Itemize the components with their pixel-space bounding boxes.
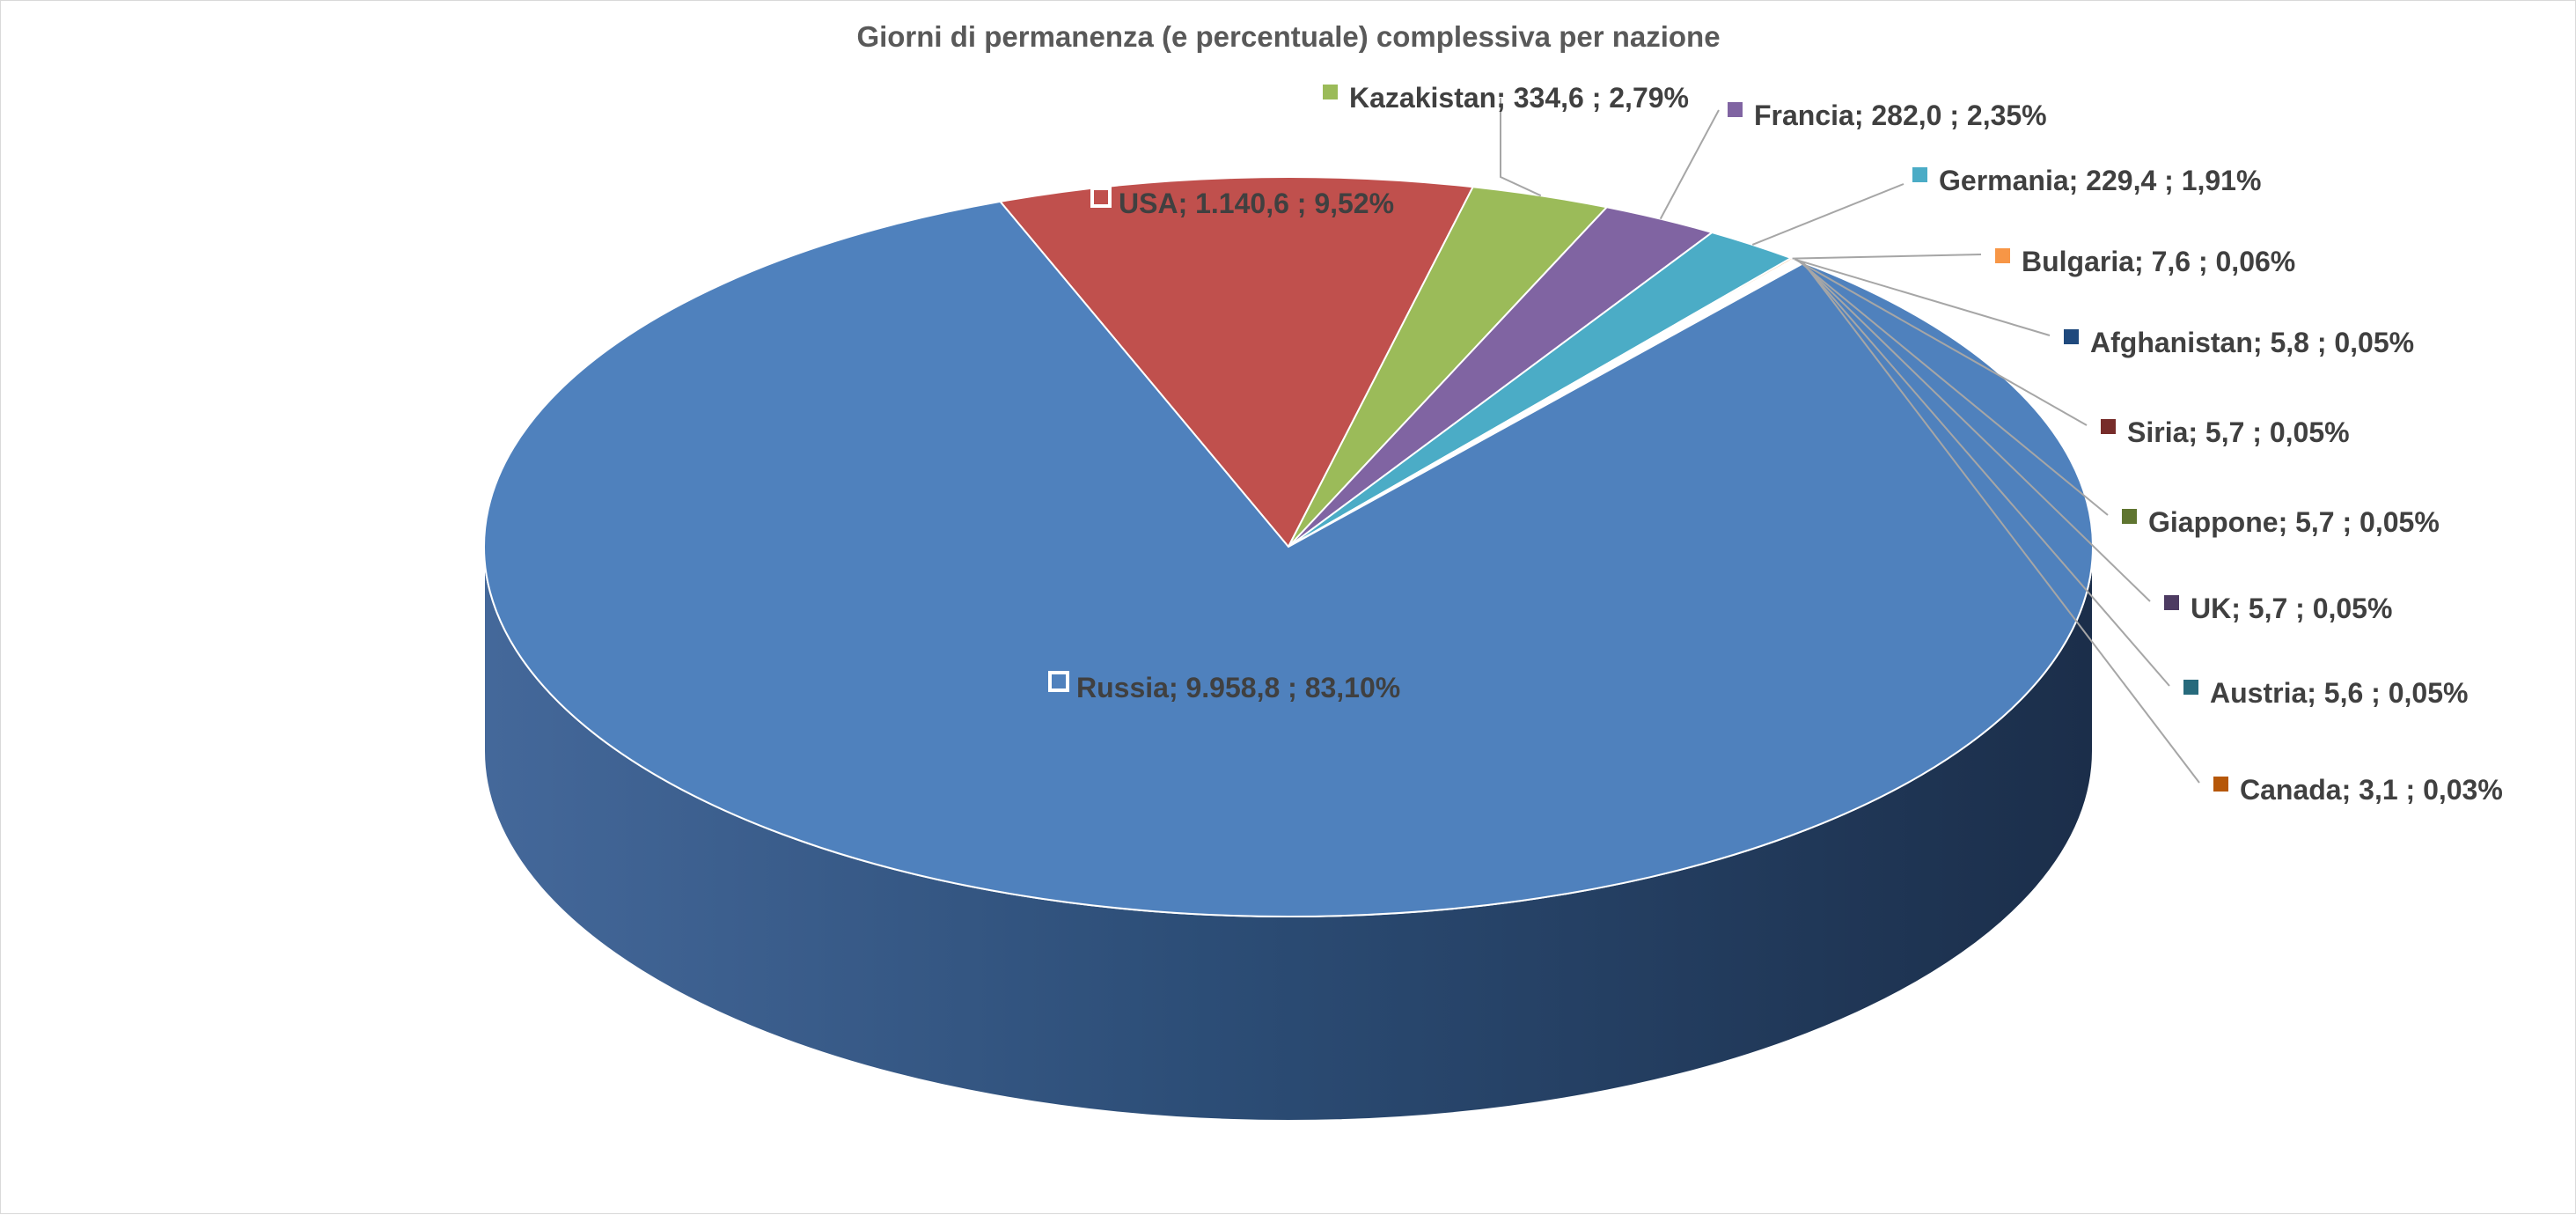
label-text-francia: Francia; 282,0 ; 2,35% [1754,99,2047,131]
label-marker-austria [2183,680,2198,695]
label-text-bulgaria: Bulgaria; 7,6 ; 0,06% [2022,246,2295,277]
label-marker-francia [1728,102,1743,117]
data-label-afghanistan: Afghanistan; 5,8 ; 0,05% [2064,327,2414,358]
label-marker-giappone [2122,509,2137,524]
label-marker-uk [2164,595,2179,610]
leader-line-francia [1659,109,1720,220]
slice-russia [483,200,2094,917]
label-text-austria: Austria; 5,6 ; 0,05% [2210,677,2468,709]
pie-top [483,176,2094,917]
label-text-canada: Canada; 3,1 ; 0,03% [2240,774,2503,806]
data-label-uk: UK; 5,7 ; 0,05% [2164,593,2392,624]
leader-line-uk [1799,261,2151,602]
chart-title: Giorni di permanenza (e percentuale) com… [856,20,1720,53]
label-text-russia: Russia; 9.958,8 ; 83,10% [1076,672,1400,703]
label-text-germania: Germania; 229,4 ; 1,91% [1939,165,2261,196]
leader-line-bulgaria [1792,254,1982,260]
label-text-afghanistan: Afghanistan; 5,8 ; 0,05% [2090,327,2414,358]
leader-line-germania [1751,183,1904,246]
data-label-kazakistan: Kazakistan; 334,6 ; 2,79% [1323,82,1689,114]
label-marker-siria [2101,419,2116,434]
data-label-austria: Austria; 5,6 ; 0,05% [2183,677,2468,709]
leader-line-austria [1801,261,2170,687]
data-labels: USA; 1.140,6 ; 9,52% Kazakistan; 334,6 ; … [1048,82,2503,806]
data-label-francia: Francia; 282,0 ; 2,35% [1728,99,2047,131]
data-label-canada: Canada; 3,1 ; 0,03% [2213,774,2503,806]
label-marker-kazakistan [1323,85,1338,99]
leader-line-kazakistan [1500,98,1542,197]
leader-line-afghanistan [1794,258,2051,336]
label-marker-germania [1912,167,1927,182]
data-label-usa: USA; 1.140,6 ; 9,52% [1090,187,1394,219]
data-label-bulgaria: Bulgaria; 7,6 ; 0,06% [1995,246,2295,277]
label-marker-russia [1048,671,1069,692]
label-text-kazakistan: Kazakistan; 334,6 ; 2,79% [1349,82,1689,114]
leader-lines [1500,98,2200,784]
label-text-uk: UK; 5,7 ; 0,05% [2191,593,2392,624]
leader-line-canada [1802,261,2200,784]
data-label-siria: Siria; 5,7 ; 0,05% [2101,416,2350,448]
data-label-russia: Russia; 9.958,8 ; 83,10% [1048,671,1400,703]
label-marker-canada [2213,777,2228,792]
slice-usa [998,176,1475,549]
label-text-siria: Siria; 5,7 ; 0,05% [2127,416,2350,448]
data-label-giappone: Giappone; 5,7 ; 0,05% [2122,506,2440,538]
label-marker-afghanistan [2064,329,2079,344]
data-label-germania: Germania; 229,4 ; 1,91% [1912,165,2261,196]
label-text-usa: USA; 1.140,6 ; 9,52% [1119,188,1394,219]
leader-line-giappone [1797,260,2109,516]
label-marker-bulgaria [1995,248,2010,263]
leader-line-siria [1795,259,2088,426]
label-text-giappone: Giappone; 5,7 ; 0,05% [2148,506,2440,538]
label-marker-usa [1090,187,1112,208]
